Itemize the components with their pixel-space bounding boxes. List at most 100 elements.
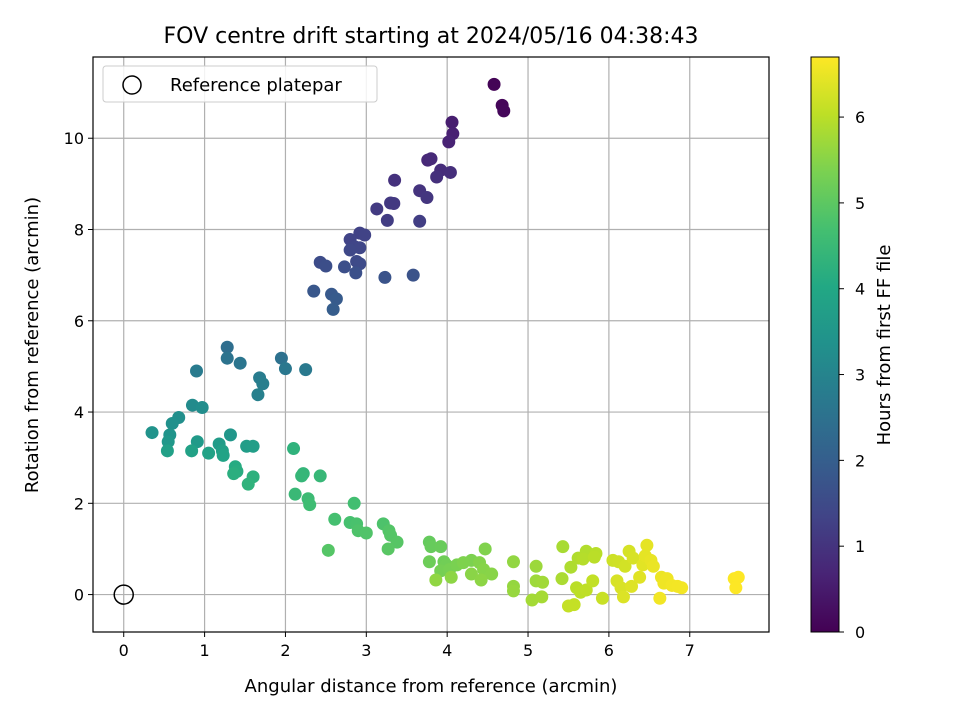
scatter-points: [145, 77, 745, 613]
data-point: [216, 448, 230, 462]
data-point: [246, 439, 260, 453]
data-point: [406, 268, 420, 282]
data-point: [223, 428, 237, 442]
data-point: [536, 575, 550, 589]
data-point: [190, 364, 204, 378]
data-point: [380, 213, 394, 227]
data-point: [303, 498, 317, 512]
data-point: [202, 446, 216, 460]
data-point: [227, 467, 241, 481]
data-point: [561, 599, 575, 613]
y-tick-label: 6: [74, 312, 84, 331]
x-tick-label: 7: [685, 641, 695, 660]
colorbar-tick-label: 4: [855, 280, 865, 299]
data-point: [233, 356, 247, 370]
legend-box: [102, 65, 378, 103]
data-point: [251, 388, 265, 402]
data-point: [633, 570, 647, 584]
data-point: [299, 363, 313, 377]
data-point: [319, 259, 333, 273]
y-tick-label: 10: [64, 129, 84, 148]
data-point: [616, 590, 630, 604]
y-axis-label: Rotation from reference (arcmin): [22, 197, 43, 493]
x-tick-label: 0: [119, 641, 129, 660]
colorbar-tick-label: 5: [855, 194, 865, 213]
colorbar-tick-label: 3: [855, 366, 865, 385]
data-point: [579, 583, 593, 597]
reference-marker-group: [113, 584, 134, 605]
data-point: [555, 572, 569, 586]
data-point: [220, 340, 234, 354]
data-point: [506, 555, 520, 569]
data-point: [445, 115, 459, 129]
data-point: [337, 260, 351, 274]
data-point: [485, 567, 499, 581]
data-point: [256, 377, 270, 391]
colorbar-tick-label: 6: [855, 108, 865, 127]
data-point: [474, 573, 488, 587]
data-point: [165, 416, 179, 430]
data-point: [456, 556, 470, 570]
data-point: [675, 581, 689, 595]
y-tick-label: 2: [74, 494, 84, 513]
data-point: [422, 555, 436, 569]
colorbar-tick-label: 0: [855, 623, 865, 642]
data-point: [529, 559, 543, 573]
data-point: [378, 270, 392, 284]
data-point: [274, 351, 288, 365]
colorbar-tick-label: 2: [855, 451, 865, 470]
data-point: [358, 228, 372, 242]
data-point: [241, 477, 255, 491]
data-point: [321, 543, 335, 557]
data-point: [413, 214, 427, 228]
legend: Reference platepar: [102, 65, 378, 103]
data-point: [326, 302, 340, 316]
data-point: [430, 170, 444, 184]
colorbar-tick-label: 1: [855, 537, 865, 556]
data-point: [347, 496, 361, 510]
data-point: [370, 202, 384, 216]
data-point: [497, 104, 511, 118]
data-point: [329, 292, 343, 306]
plot-frame: [92, 56, 770, 633]
y-tick-label: 4: [74, 403, 84, 422]
data-point: [145, 426, 159, 440]
data-point: [287, 442, 301, 456]
data-point: [343, 243, 357, 257]
data-point: [359, 526, 373, 540]
data-point: [443, 165, 457, 179]
y-tick-label: 8: [74, 221, 84, 240]
x-tick-label: 1: [199, 641, 209, 660]
data-point: [444, 570, 458, 584]
data-point: [429, 573, 443, 587]
x-axis-label: Angular distance from reference (arcmin): [245, 676, 618, 697]
data-point: [295, 469, 309, 483]
reference-marker: [113, 584, 134, 605]
data-point: [586, 574, 600, 588]
data-point: [388, 173, 402, 187]
data-point: [349, 266, 363, 280]
x-tick-label: 3: [361, 641, 371, 660]
legend-marker-reference: [122, 75, 142, 95]
data-point: [595, 591, 609, 605]
data-point: [434, 540, 448, 554]
data-point: [288, 487, 302, 501]
data-point: [384, 196, 398, 210]
data-point: [328, 512, 342, 526]
data-point: [478, 542, 492, 556]
x-axis-ticks: 0 1 2 3 4 5 6 7: [119, 632, 695, 660]
data-point: [576, 552, 590, 566]
data-point: [220, 351, 234, 365]
data-point: [424, 152, 438, 166]
data-point: [564, 560, 578, 574]
data-point: [442, 135, 456, 149]
colorbar-ticks: 0 1 2 3 4 5 6: [839, 108, 865, 642]
data-point: [464, 567, 478, 581]
data-point: [420, 191, 434, 205]
chart-title: FOV centre drift starting at 2024/05/16 …: [164, 24, 699, 49]
data-point: [307, 284, 321, 298]
data-point: [729, 581, 743, 595]
x-tick-label: 6: [604, 641, 614, 660]
data-point: [185, 444, 199, 458]
